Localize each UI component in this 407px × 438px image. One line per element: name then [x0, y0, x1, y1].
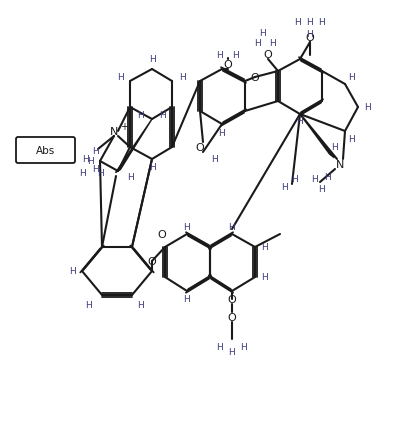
Text: O: O	[251, 73, 259, 83]
Text: H: H	[149, 163, 155, 172]
Text: H: H	[349, 73, 355, 82]
Text: H: H	[260, 28, 266, 37]
Text: H: H	[233, 51, 239, 60]
Text: H: H	[137, 110, 143, 119]
Polygon shape	[116, 120, 152, 173]
Text: H: H	[349, 135, 355, 144]
Text: H: H	[92, 147, 98, 156]
Text: H: H	[184, 223, 190, 232]
Text: H: H	[217, 51, 223, 60]
Text: H: H	[85, 300, 92, 309]
Text: H: H	[241, 343, 247, 352]
FancyBboxPatch shape	[16, 138, 75, 164]
Text: H: H	[96, 169, 103, 178]
Text: H: H	[92, 165, 98, 174]
Text: H: H	[179, 73, 186, 82]
Text: H: H	[117, 73, 123, 82]
Text: H: H	[79, 168, 85, 177]
Text: H: H	[319, 185, 325, 194]
Text: O: O	[196, 143, 204, 153]
Text: H: H	[127, 172, 133, 181]
Text: H: H	[297, 117, 303, 126]
Text: H: H	[269, 39, 276, 47]
Text: N: N	[110, 127, 118, 137]
Text: H: H	[292, 175, 298, 184]
Text: +: +	[120, 122, 128, 132]
Text: H: H	[306, 18, 313, 26]
Text: H: H	[255, 39, 261, 47]
Text: H: H	[229, 223, 235, 232]
Text: N: N	[336, 159, 344, 170]
Text: Abs: Abs	[36, 146, 56, 155]
Text: H: H	[217, 343, 223, 352]
Text: H: H	[69, 267, 75, 276]
Text: H: H	[137, 300, 143, 309]
Text: H: H	[262, 243, 268, 252]
Text: H: H	[184, 295, 190, 304]
Text: H: H	[262, 273, 268, 282]
Text: H: H	[312, 175, 318, 184]
Text: O: O	[264, 50, 272, 60]
Text: H: H	[319, 18, 325, 26]
Text: O: O	[306, 33, 314, 43]
Text: H: H	[295, 18, 301, 26]
Text: H: H	[149, 55, 155, 64]
Text: O: O	[158, 230, 166, 240]
Text: O: O	[148, 256, 156, 266]
Text: H: H	[159, 110, 165, 119]
Text: O: O	[223, 60, 232, 70]
Polygon shape	[300, 115, 335, 159]
Text: O: O	[228, 312, 236, 322]
Text: H: H	[87, 157, 93, 166]
Text: H: H	[229, 348, 235, 357]
Text: H: H	[282, 183, 289, 192]
Text: H: H	[82, 155, 88, 164]
Text: H: H	[332, 143, 338, 152]
Text: O: O	[228, 294, 236, 304]
Text: H: H	[306, 29, 313, 39]
Text: H: H	[212, 155, 219, 164]
Text: H: H	[325, 173, 331, 182]
Text: H: H	[219, 128, 225, 137]
Text: H: H	[365, 103, 371, 112]
